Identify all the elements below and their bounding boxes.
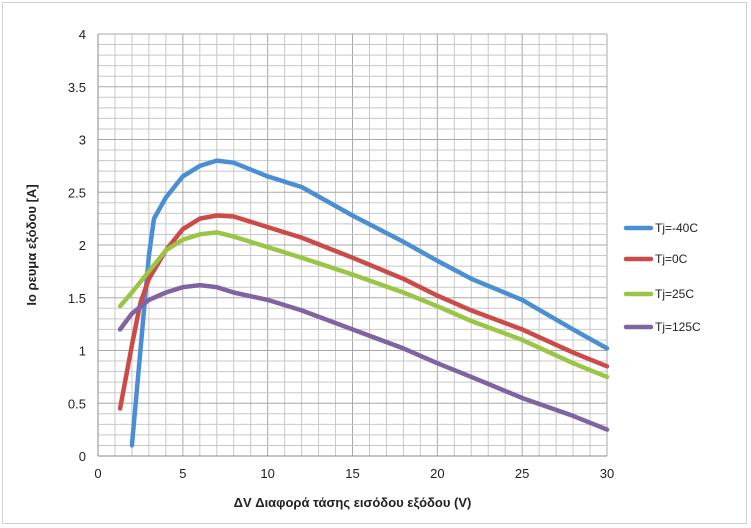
x-tick-label: 30 bbox=[600, 466, 614, 481]
y-tick-label: 4 bbox=[79, 27, 86, 42]
y-tick-label: 2 bbox=[79, 238, 86, 253]
legend-label: Tj=125C bbox=[655, 320, 701, 334]
y-tick-label: 3.5 bbox=[68, 80, 86, 95]
x-tick-label: 0 bbox=[94, 466, 101, 481]
series-line-1 bbox=[117, 213, 610, 411]
y-tick-label: 0.5 bbox=[68, 396, 86, 411]
x-axis-label: ΔV Διαφορά τάσης εισόδου εξόδου (V) bbox=[234, 495, 472, 510]
legend-label: Tj=0C bbox=[655, 252, 688, 266]
y-tick-label: 3 bbox=[79, 133, 86, 148]
legend: Tj=-40C Tj=0C Tj=25C Tj=125C bbox=[623, 221, 701, 334]
x-tick-label: 5 bbox=[179, 466, 186, 481]
legend-label: Tj=-40C bbox=[655, 221, 698, 235]
x-tick-labels: 0 5 10 15 20 25 30 bbox=[94, 466, 614, 481]
y-tick-label: 2.5 bbox=[68, 185, 86, 200]
y-tick-label: 0 bbox=[79, 449, 86, 464]
x-tick-label: 25 bbox=[515, 466, 529, 481]
y-tick-label: 1.5 bbox=[68, 291, 86, 306]
series-line-2 bbox=[117, 230, 610, 380]
x-tick-label: 15 bbox=[345, 466, 359, 481]
series-lines bbox=[117, 158, 610, 448]
x-tick-label: 20 bbox=[430, 466, 444, 481]
y-tick-labels: 0 0.5 1 1.5 2 2.5 3 3.5 4 bbox=[68, 27, 86, 464]
legend-label: Tj=25C bbox=[655, 287, 694, 301]
series-line-3 bbox=[117, 282, 610, 432]
axes bbox=[97, 34, 607, 457]
series-line-0 bbox=[129, 158, 610, 448]
y-tick-label: 1 bbox=[79, 344, 86, 359]
x-tick-label: 10 bbox=[260, 466, 274, 481]
y-axis-label: Io ρευμα εξόδου [A] bbox=[24, 184, 39, 305]
